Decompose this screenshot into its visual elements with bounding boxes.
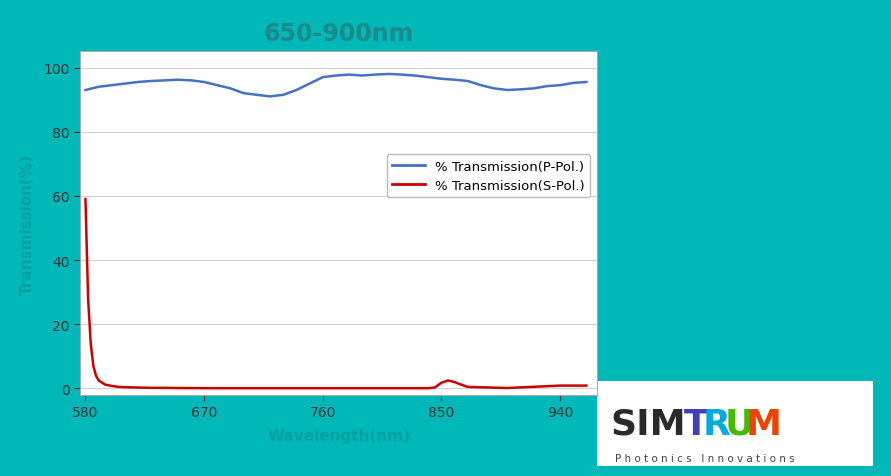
% Transmission(P-Pol.) xyxy=(291,88,302,94)
% Transmission(P-Pol.) xyxy=(146,79,157,85)
% Transmission(P-Pol.) xyxy=(370,72,380,78)
% Transmission(S-Pol.) xyxy=(317,386,328,391)
X-axis label: Wavelength(nm): Wavelength(nm) xyxy=(267,428,410,443)
% Transmission(P-Pol.) xyxy=(449,78,460,83)
% Transmission(P-Pol.) xyxy=(410,73,421,79)
% Transmission(P-Pol.) xyxy=(238,91,249,97)
% Transmission(P-Pol.) xyxy=(265,94,275,100)
% Transmission(S-Pol.) xyxy=(238,386,249,391)
% Transmission(S-Pol.) xyxy=(133,385,143,391)
% Transmission(P-Pol.) xyxy=(396,72,407,78)
% Transmission(P-Pol.) xyxy=(278,93,289,99)
% Transmission(P-Pol.) xyxy=(344,72,355,78)
% Transmission(P-Pol.) xyxy=(357,73,368,79)
Line: % Transmission(P-Pol.): % Transmission(P-Pol.) xyxy=(86,75,586,97)
% Transmission(S-Pol.) xyxy=(555,383,566,388)
Y-axis label: Transmission(%): Transmission(%) xyxy=(20,153,35,294)
% Transmission(P-Pol.) xyxy=(542,84,552,90)
% Transmission(S-Pol.) xyxy=(107,383,118,389)
% Transmission(P-Pol.) xyxy=(172,78,183,83)
% Transmission(S-Pol.) xyxy=(86,341,96,347)
% Transmission(S-Pol.) xyxy=(83,296,94,302)
Text: SIM: SIM xyxy=(610,407,686,441)
Text: P h o t o n i c s   I n n o v a t i o n s: P h o t o n i c s I n n o v a t i o n s xyxy=(615,453,795,463)
% Transmission(P-Pol.) xyxy=(80,88,91,94)
% Transmission(P-Pol.) xyxy=(555,83,566,89)
Title: 650-900nm: 650-900nm xyxy=(264,22,413,46)
% Transmission(S-Pol.) xyxy=(172,386,183,391)
% Transmission(S-Pol.) xyxy=(80,197,91,203)
% Transmission(S-Pol.) xyxy=(443,378,454,384)
% Transmission(S-Pol.) xyxy=(502,386,512,391)
% Transmission(P-Pol.) xyxy=(502,88,512,94)
% Transmission(S-Pol.) xyxy=(146,385,157,391)
% Transmission(S-Pol.) xyxy=(370,386,380,391)
% Transmission(S-Pol.) xyxy=(581,383,592,388)
% Transmission(P-Pol.) xyxy=(94,85,104,90)
% Transmission(P-Pol.) xyxy=(251,93,262,99)
% Transmission(P-Pol.) xyxy=(436,77,446,82)
% Transmission(S-Pol.) xyxy=(159,385,170,391)
% Transmission(P-Pol.) xyxy=(199,80,209,86)
% Transmission(P-Pol.) xyxy=(331,73,341,79)
% Transmission(P-Pol.) xyxy=(133,80,143,86)
% Transmission(P-Pol.) xyxy=(515,87,526,93)
Line: % Transmission(S-Pol.): % Transmission(S-Pol.) xyxy=(86,200,586,388)
Text: U: U xyxy=(724,407,754,441)
% Transmission(S-Pol.) xyxy=(119,385,130,390)
% Transmission(P-Pol.) xyxy=(212,83,223,89)
% Transmission(S-Pol.) xyxy=(88,363,99,369)
Text: R: R xyxy=(703,407,731,441)
% Transmission(P-Pol.) xyxy=(225,86,236,92)
% Transmission(P-Pol.) xyxy=(304,81,315,87)
% Transmission(S-Pol.) xyxy=(456,382,467,387)
% Transmission(P-Pol.) xyxy=(317,75,328,81)
% Transmission(P-Pol.) xyxy=(581,80,592,86)
Text: T: T xyxy=(683,407,708,441)
% Transmission(P-Pol.) xyxy=(423,75,434,81)
Text: M: M xyxy=(746,407,781,441)
% Transmission(S-Pol.) xyxy=(199,386,209,391)
% Transmission(S-Pol.) xyxy=(94,378,104,384)
% Transmission(S-Pol.) xyxy=(462,384,473,390)
% Transmission(P-Pol.) xyxy=(159,79,170,84)
% Transmission(P-Pol.) xyxy=(107,83,118,89)
% Transmission(P-Pol.) xyxy=(489,86,500,92)
% Transmission(S-Pol.) xyxy=(278,386,289,391)
% Transmission(S-Pol.) xyxy=(423,386,434,391)
% Transmission(P-Pol.) xyxy=(528,86,539,92)
% Transmission(S-Pol.) xyxy=(91,373,102,379)
% Transmission(S-Pol.) xyxy=(429,385,440,391)
% Transmission(P-Pol.) xyxy=(383,72,394,78)
% Transmission(P-Pol.) xyxy=(568,81,578,87)
% Transmission(S-Pol.) xyxy=(100,382,110,387)
% Transmission(S-Pol.) xyxy=(436,380,446,386)
% Transmission(P-Pol.) xyxy=(185,79,196,84)
Legend: % Transmission(P-Pol.), % Transmission(S-Pol.): % Transmission(P-Pol.), % Transmission(S… xyxy=(387,155,591,198)
% Transmission(P-Pol.) xyxy=(462,79,473,85)
% Transmission(P-Pol.) xyxy=(119,81,130,87)
% Transmission(S-Pol.) xyxy=(113,384,124,390)
% Transmission(P-Pol.) xyxy=(476,83,486,89)
% Transmission(S-Pol.) xyxy=(449,379,460,385)
